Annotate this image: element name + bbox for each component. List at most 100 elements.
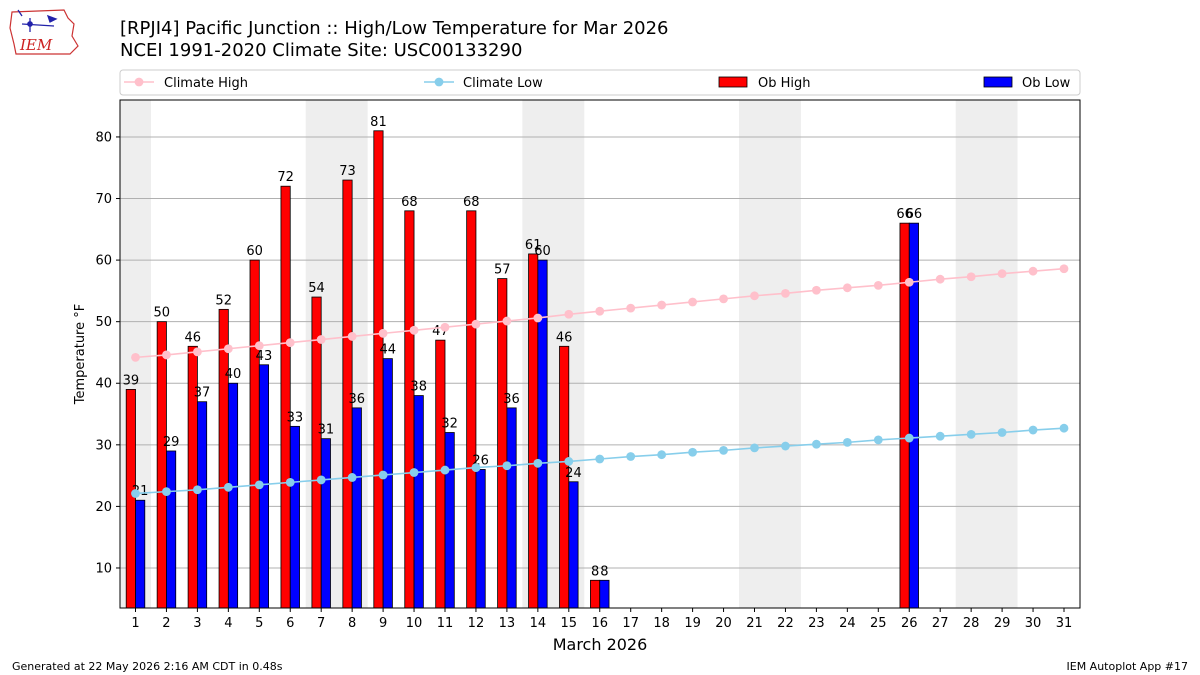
- climate-high-point: [440, 322, 450, 332]
- ob-high-bar: [218, 308, 229, 609]
- x-tick-label: 20: [715, 616, 732, 631]
- ob-low-label: 36: [349, 392, 366, 407]
- x-tick-label: 7: [317, 616, 325, 631]
- climate-high-point: [285, 338, 295, 348]
- climate-high-point: [750, 291, 759, 301]
- ob-high-bar: [590, 579, 601, 609]
- ob-high-label: 8: [591, 564, 599, 579]
- climate-low-point: [1059, 423, 1069, 433]
- x-tick-label: 28: [963, 616, 980, 631]
- weekend-shade: [739, 100, 801, 608]
- climate-low-point: [564, 457, 574, 466]
- ob-high-label: 72: [277, 170, 294, 185]
- climate-high-point: [347, 332, 357, 341]
- x-tick-label: 13: [499, 616, 516, 631]
- climate-low-point: [162, 487, 171, 497]
- climate-high-point: [316, 335, 326, 344]
- x-tick-label: 25: [870, 616, 887, 631]
- app-label: IEM Autoplot App #17: [1066, 660, 1189, 673]
- ob-high-bar: [373, 130, 384, 609]
- ob-low-bar: [599, 579, 610, 609]
- ob-high-label: 61: [525, 238, 542, 253]
- ob-high-bar: [528, 253, 539, 609]
- y-tick-label: 70: [95, 192, 112, 207]
- legend-ob-high-label: Ob High: [758, 76, 811, 91]
- climate-high-point: [997, 269, 1007, 279]
- climate-high-point: [564, 309, 574, 319]
- climate-high-point: [688, 297, 697, 307]
- climate-high-point: [719, 294, 728, 304]
- legend-ob-low-swatch: [983, 76, 1013, 88]
- ob-low-label: 66: [906, 207, 923, 222]
- ob-low-label: 32: [441, 417, 458, 432]
- climate-high-point: [626, 303, 636, 313]
- ob-high-label: 46: [556, 330, 573, 345]
- legend-ob-high-swatch: [718, 76, 748, 88]
- x-tick-label: 23: [808, 616, 825, 631]
- ob-high-bar: [404, 210, 415, 609]
- x-tick-label: 4: [224, 616, 232, 631]
- ob-low-bar: [196, 401, 208, 609]
- climate-low-point: [688, 447, 697, 457]
- x-tick-label: 21: [746, 616, 763, 631]
- climate-high-point: [471, 319, 481, 329]
- climate-low-point: [347, 473, 357, 482]
- iem-logo: IEM: [8, 6, 80, 58]
- climate-low-point: [285, 477, 295, 487]
- legend-climate-low-label: Climate Low: [463, 76, 543, 91]
- ob-high-label: 50: [154, 306, 171, 321]
- ob-low-label: 37: [194, 386, 211, 401]
- ob-high-bar: [249, 259, 260, 609]
- climate-low-point: [595, 454, 605, 464]
- weekend-shade: [955, 100, 1018, 608]
- ob-high-bar: [156, 321, 167, 609]
- climate-high-point: [1059, 264, 1069, 274]
- climate-low-point: [409, 468, 419, 477]
- climate-high-point: [966, 272, 976, 282]
- ob-low-label: 33: [287, 410, 304, 425]
- legend: Climate High Climate Low Ob High Ob Low: [119, 69, 1081, 96]
- climate-low-point: [1028, 425, 1038, 435]
- ob-high-bar: [466, 210, 477, 609]
- climate-high-point: [842, 283, 852, 293]
- climate-low-point: [502, 461, 512, 471]
- ob-low-bar: [506, 407, 517, 609]
- climate-low-point: [440, 465, 450, 475]
- ob-high-label: 66: [896, 207, 913, 222]
- legend-climate-high-label: Climate High: [164, 76, 248, 91]
- x-tick-label: 17: [622, 616, 639, 631]
- ob-high-label: 60: [246, 244, 263, 259]
- climate-high-point: [409, 325, 419, 335]
- climate-low-point: [873, 435, 883, 445]
- ob-low-label: 24: [565, 466, 582, 481]
- ob-high-bar: [280, 185, 291, 609]
- x-tick-label: 19: [684, 616, 701, 631]
- climate-high-point: [254, 341, 264, 351]
- climate-high-point: [812, 285, 821, 295]
- legend-climate-high-marker: [134, 77, 144, 87]
- ob-high-label: 81: [370, 115, 387, 130]
- climate-low-point: [812, 439, 821, 449]
- legend-ob-low-label: Ob Low: [1022, 76, 1071, 91]
- x-tick-label: 14: [530, 616, 547, 631]
- ob-low-bar: [537, 259, 548, 609]
- y-tick-label: 10: [95, 561, 112, 576]
- climate-high-point: [378, 328, 388, 338]
- y-tick-label: 60: [95, 254, 112, 269]
- ob-high-label: 46: [184, 330, 201, 345]
- x-tick-label: 31: [1056, 616, 1073, 631]
- climate-low-point: [316, 475, 326, 485]
- x-tick-label: 27: [932, 616, 949, 631]
- y-tick-label: 40: [95, 377, 112, 392]
- climate-high-point: [873, 280, 883, 290]
- ob-low-bar: [289, 425, 300, 609]
- y-axis-label: Temperature °F: [73, 304, 88, 405]
- ob-low-label: 40: [225, 367, 242, 382]
- climate-high-point: [533, 313, 543, 323]
- x-tick-label: 9: [379, 616, 387, 631]
- x-tick-label: 29: [994, 616, 1011, 631]
- climate-high-point: [1028, 266, 1038, 276]
- ob-low-bar: [227, 382, 239, 609]
- x-tick-label: 22: [777, 616, 794, 631]
- climate-low-point: [750, 443, 759, 453]
